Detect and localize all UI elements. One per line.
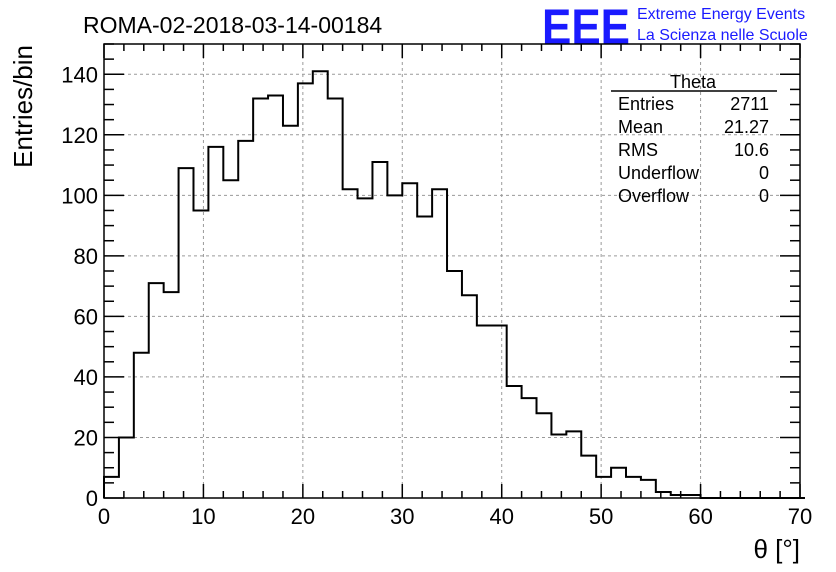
x-tick-label: 60	[688, 504, 712, 529]
stats-row-label: Mean	[618, 117, 663, 137]
y-tick-labels: 0 20 40 60 80 100 120 140	[61, 62, 98, 511]
x-tick-label: 50	[589, 504, 613, 529]
y-tick-label: 40	[74, 365, 98, 390]
x-tick-label: 10	[191, 504, 215, 529]
logo-line-1: Extreme Energy Events	[637, 6, 805, 23]
x-tick-labels: 0 10 20 30 40 50 60 70	[98, 504, 812, 529]
x-tick-label: 70	[788, 504, 812, 529]
stats-row-label: Underflow	[618, 163, 700, 183]
y-tick-label: 0	[86, 486, 98, 511]
histogram-line	[103, 70, 805, 499]
y-tick-label: 20	[74, 425, 98, 450]
y-tick-label: 60	[74, 304, 98, 329]
x-axis-label: θ [°]	[753, 534, 800, 564]
y-tick-label: 140	[61, 62, 98, 87]
stats-row-label: Entries	[618, 94, 674, 114]
x-tick-label: 0	[98, 504, 110, 529]
run-title: ROMA-02-2018-03-14-00184	[83, 12, 382, 38]
stats-row-label: Overflow	[618, 186, 690, 206]
y-tick-label: 100	[61, 183, 98, 208]
eee-logo: EEE Extreme Energy Events La Scienza nel…	[542, 0, 808, 55]
axis-ticks	[103, 43, 801, 499]
x-tick-label: 40	[489, 504, 513, 529]
stats-box: Theta Entries 2711 Mean 21.27 RMS 10.6 Underfl…	[611, 72, 777, 206]
stats-row-value: 10.6	[734, 140, 769, 160]
y-tick-label: 80	[74, 244, 98, 269]
stats-row-value: 0	[759, 186, 769, 206]
logo-line-2: La Scienza nelle Scuole	[637, 27, 808, 44]
x-tick-label: 30	[390, 504, 414, 529]
stats-row-value: 0	[759, 163, 769, 183]
y-axis-label: Entries/bin	[8, 45, 38, 168]
stats-row-label: RMS	[618, 140, 658, 160]
stats-row-value: 2711	[730, 94, 769, 114]
x-tick-label: 20	[291, 504, 315, 529]
stats-row-value: 21.27	[724, 117, 769, 137]
logo-letters: EEE	[542, 0, 630, 55]
stats-title: Theta	[670, 72, 717, 92]
grid-lines	[104, 44, 800, 498]
y-tick-label: 120	[61, 123, 98, 148]
